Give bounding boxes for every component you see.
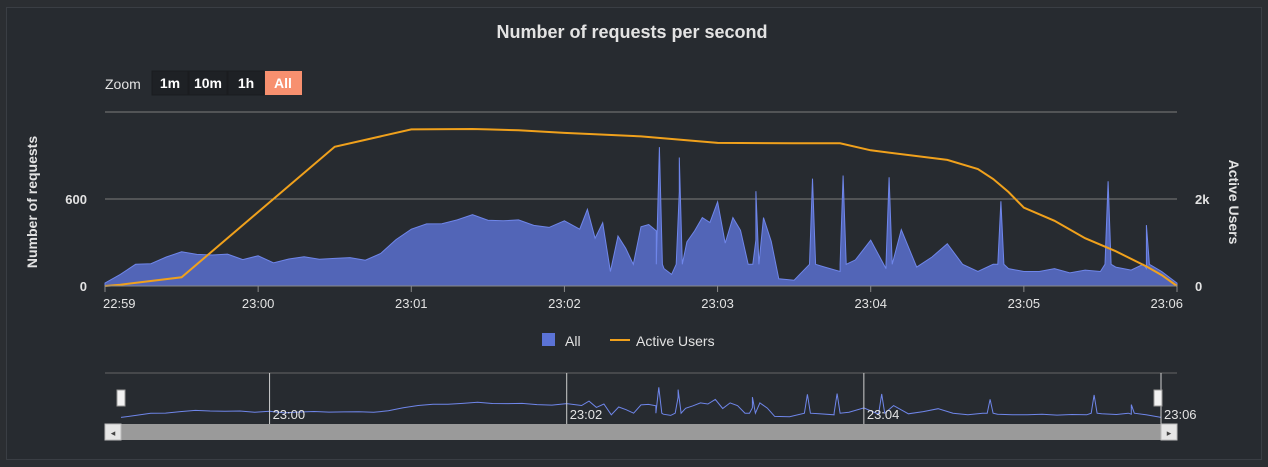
zoom-button-all[interactable]: All — [265, 71, 302, 95]
x-tick-label: 23:00 — [242, 296, 275, 311]
navigator: 23:00 23:02 23:04 23:06 ◂ ▸ — [104, 372, 1197, 441]
zoom-button-1h[interactable]: 1h — [227, 70, 265, 96]
all-series-area — [104, 147, 1178, 287]
x-tick-label: 22:59 — [103, 296, 136, 311]
navigator-line-path — [120, 387, 1162, 418]
scroll-left-button[interactable] — [104, 423, 122, 441]
legend: All Active Users — [542, 333, 715, 349]
y-axis-right-label: Active Users — [1226, 160, 1242, 245]
legend-label-active-users: Active Users — [636, 333, 715, 349]
navigator-series — [120, 387, 1162, 418]
navigator-scrollbar[interactable]: ◂ ▸ — [104, 423, 1178, 441]
navigator-axis: 23:00 23:02 23:04 23:06 — [269, 373, 1197, 424]
y-axis-right: 0 2k — [1195, 192, 1210, 294]
navigator-handle-left[interactable] — [116, 389, 126, 407]
zoom-control: Zoom 1m 10m 1h All — [105, 70, 302, 96]
x-tick-label: 23:02 — [548, 296, 581, 311]
active-users-series-line — [104, 127, 1178, 287]
navigator-tick-label: 23:04 — [867, 407, 900, 422]
x-tick-label: 23:04 — [854, 296, 887, 311]
y-right-tick-label: 0 — [1195, 279, 1202, 294]
chart-panel: Number of requests per second Zoom 1m 10… — [6, 7, 1262, 460]
legend-item-all[interactable]: All — [542, 333, 581, 349]
zoom-button-1m-label: 1m — [160, 75, 180, 91]
navigator-handle-right[interactable] — [1153, 389, 1163, 407]
navigator-tick-label: 23:00 — [273, 407, 306, 422]
zoom-button-10m-label: 10m — [194, 75, 222, 91]
y-left-tick-label: 600 — [65, 192, 87, 207]
scroll-left-arrow-icon: ◂ — [111, 428, 116, 438]
zoom-button-10m[interactable]: 10m — [188, 70, 228, 96]
legend-item-active-users[interactable]: Active Users — [610, 333, 715, 349]
x-tick-label: 23:06 — [1150, 296, 1183, 311]
active-users-line-path — [104, 127, 1178, 287]
zoom-label: Zoom — [105, 76, 141, 92]
zoom-button-1m[interactable]: 1m — [151, 70, 189, 96]
legend-label-all: All — [565, 333, 581, 349]
navigator-tick-label: 23:06 — [1164, 407, 1197, 422]
navigator-tick-label: 23:02 — [570, 407, 603, 422]
all-area-path — [104, 147, 1178, 287]
scroll-right-arrow-icon: ▸ — [1167, 428, 1172, 438]
y-left-tick-label: 0 — [80, 279, 87, 294]
chart-title: Number of requests per second — [496, 22, 767, 42]
y-right-tick-label: 2k — [1195, 192, 1210, 207]
y-axis-left: 0 600 — [65, 192, 87, 294]
scrollbar-thumb[interactable] — [121, 424, 1161, 440]
x-tick-label: 23:01 — [395, 296, 428, 311]
x-tick-label: 23:05 — [1008, 296, 1041, 311]
x-axis: 22:59 23:00 23:01 23:02 23:03 23:04 23:05 23:06 — [103, 286, 1183, 311]
zoom-button-1h-label: 1h — [238, 75, 254, 91]
y-axis-left-label: Number of requests — [24, 136, 40, 268]
requests-chart: Number of requests per second Zoom 1m 10… — [24, 22, 1242, 441]
plot-grid — [105, 111, 1177, 200]
scroll-right-button[interactable] — [1160, 423, 1178, 441]
x-tick-label: 23:03 — [701, 296, 734, 311]
zoom-button-all-label: All — [274, 75, 292, 91]
legend-swatch-all — [542, 333, 555, 346]
